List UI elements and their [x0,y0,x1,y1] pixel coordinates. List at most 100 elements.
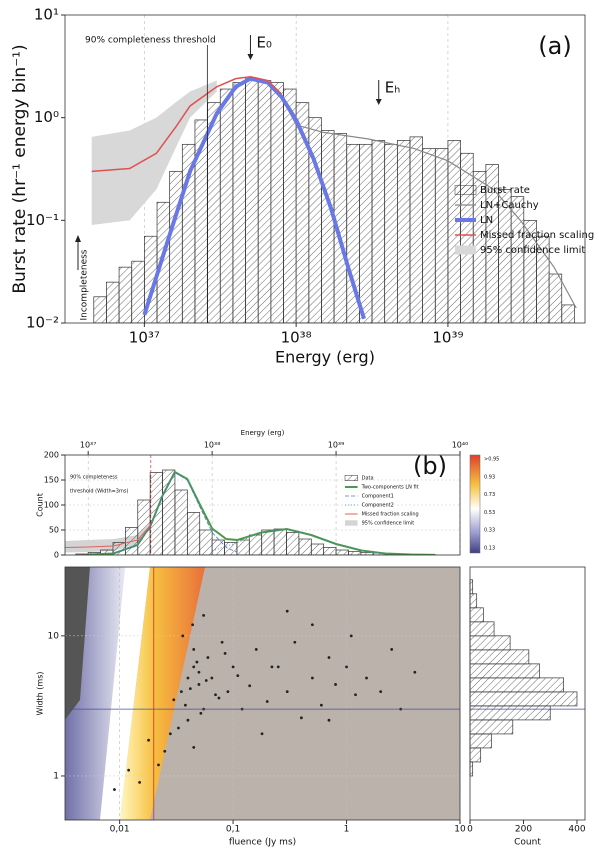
point [197,670,201,674]
y-axis-title: Width (ms) [36,672,45,716]
y-tick-label: 50 [49,526,59,535]
panel-label: (a) [538,32,571,60]
point [226,690,230,694]
legend-label: Component1 [362,494,394,500]
x-tick-label: 10³⁷ [80,441,97,450]
bar [371,140,386,323]
x-axis-title: Energy (erg) [275,348,375,367]
x-tick-label: 10³⁸ [204,441,221,450]
arrow-head [247,54,254,60]
point [192,665,196,669]
point [195,660,199,664]
point [248,684,252,688]
x-axis-title: Count [514,838,541,848]
y-tick-label: 10¹ [34,6,59,24]
point [204,679,208,682]
point [181,634,185,638]
x-tick-label: 0,01 [110,825,130,835]
legend-swatch [344,475,358,481]
point [365,676,368,680]
bar [273,528,287,555]
bar [174,489,188,555]
point [202,613,206,617]
bar [310,543,325,555]
bar [323,547,337,555]
x-tick-label: 400 [568,825,585,835]
bar [434,148,449,323]
bar [469,733,492,749]
colorbar-label: 0.13 [484,546,495,552]
colorbar [469,454,481,554]
point [113,788,116,791]
point [186,718,190,722]
bar [348,551,362,555]
point [390,648,394,651]
bar [186,512,201,555]
y-tick-label: 150 [44,476,59,485]
bar [224,542,238,555]
point [310,623,314,627]
bar [469,705,551,721]
note-arrow-head [75,235,81,242]
point [206,656,210,659]
bar [510,196,525,323]
bar [396,140,411,323]
point [223,651,227,655]
legend-swatch [454,185,477,195]
point [138,780,142,784]
bar [469,691,578,707]
bar [199,529,213,555]
fit-line [65,524,152,548]
y-axis-title: Count [36,493,45,517]
point [220,640,224,644]
point [349,634,353,638]
bar [469,761,474,777]
bar [469,579,474,595]
bar [469,747,482,763]
contour-band [65,567,90,720]
threshold-label: threshold (Width=3ms) [70,489,128,495]
plot-frame [64,14,586,324]
bar [106,281,120,323]
bar [335,549,349,555]
point [163,749,167,753]
point [147,738,150,742]
bar [207,102,221,323]
colorbar-label: >0.95 [484,457,499,463]
point [199,711,203,715]
bar [469,663,540,679]
x-tick-label: 200 [515,825,532,835]
point [168,732,172,736]
y-tick-label: 200 [44,451,59,460]
bar [245,78,259,323]
x-axis-title: fluence (Jy ms) [229,838,296,848]
bar [384,143,398,323]
x-tick-label: 10⁴⁰ [452,441,469,450]
point [231,665,235,669]
point [210,676,214,680]
point [327,718,331,722]
bar [232,82,246,323]
x-tick-label: 10³⁹ [328,441,345,450]
bar [409,136,423,323]
y-tick-label: 100 [44,501,59,510]
bar [286,532,300,555]
legend-label: Burst rate [480,185,530,196]
x-tick-label: 1 [344,825,350,835]
point [354,693,357,697]
bar [469,719,514,735]
point [157,763,160,767]
plot-frame [469,566,586,821]
point [260,732,264,736]
point [192,745,196,749]
point [299,716,303,720]
bar [131,260,145,323]
bar [236,539,250,555]
legend-label: Data [362,476,374,482]
point [214,693,217,697]
x-axis-title: Energy (erg) [241,429,285,437]
x-tick-label: 10 [454,825,466,835]
point [217,696,221,700]
bar [460,152,474,323]
